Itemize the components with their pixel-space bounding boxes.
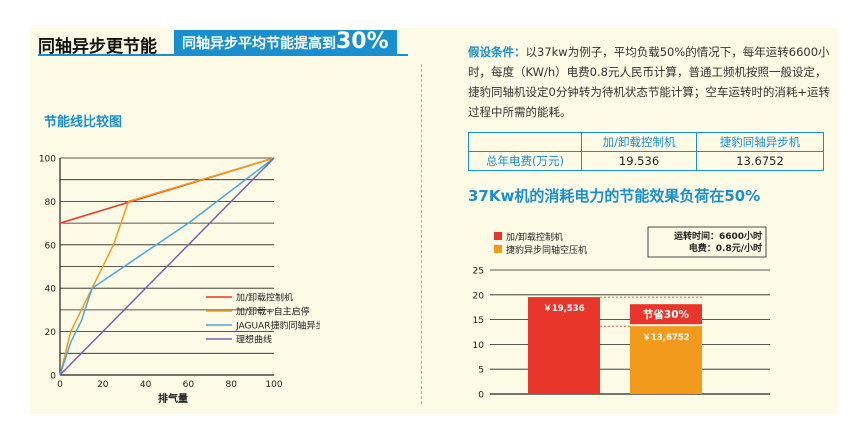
series-line (59, 157, 275, 376)
table-row: 总年电费(万元) 19.536 13.6752 (468, 151, 824, 171)
info-box-line: 电费：0.8元/小时 (689, 242, 762, 254)
legend-label: 加/卸载控制机 (506, 231, 563, 243)
y-tick-label: 0 (478, 391, 484, 401)
y-tick-label: 0 (50, 372, 56, 382)
legend-swatch (494, 232, 502, 240)
bar-chart-ticks: 0 5 10 15 20 25 (473, 267, 485, 401)
title-tag: 同轴异步平均节能提高到30% (174, 30, 397, 54)
y-tick-label: 80 (45, 198, 57, 208)
legend-label: JAGUAR捷豹同轴异步机 (235, 320, 320, 332)
info-box-line: 运转时间：6600小时 (674, 230, 762, 242)
table-header-row: 加/卸载控制机 捷豹同轴异步机 (468, 132, 824, 152)
table-header-cell: 捷豹同轴异步机 (696, 132, 824, 152)
bar-chart-bars: ￥19,536 ￥13,6752 节省30% (528, 296, 702, 394)
info-box-border (647, 226, 767, 258)
savings-badge (630, 304, 702, 325)
y-tick-label: 5 (478, 366, 484, 376)
y-tick-label: 10 (473, 341, 485, 351)
x-tick-label: 60 (183, 380, 195, 390)
x-tick-label: 80 (225, 380, 237, 390)
section-divider (421, 64, 422, 404)
content-panel (30, 28, 838, 414)
y-tick-label: 100 (39, 155, 56, 165)
x-tick-label: 100 (265, 380, 282, 390)
legend-swatch (494, 245, 502, 253)
title-tag-text: 同轴异步平均节能提高到 (182, 36, 336, 52)
line-chart-xlabel: 排气量 (158, 392, 188, 405)
legend-label: 理想曲线 (236, 334, 272, 346)
y-tick-label: 20 (45, 328, 57, 338)
assumptions-label: 假设条件： (468, 45, 526, 59)
y-tick-label: 60 (45, 241, 57, 251)
y-tick-label: 20 (473, 291, 485, 301)
table-row-label: 总年电费(万元) (468, 151, 582, 171)
line-chart-series (59, 157, 275, 376)
page-title: 同轴异步更节能 (38, 37, 157, 57)
table-header-cell: 加/卸载控制机 (580, 132, 698, 152)
legend-label: 加/卸载+自主启停 (236, 306, 310, 318)
table-cell: 13.6752 (696, 151, 824, 171)
x-tick-label: 0 (57, 380, 63, 390)
bar (528, 297, 600, 394)
bar-chart-section-title: 37Kw机的消耗电力的节能效果负荷在50% (468, 187, 761, 205)
line-chart-grid (60, 157, 274, 354)
comparison-table: 加/卸载控制机 捷豹同轴异步机 总年电费(万元) 19.536 13.6752 (468, 132, 824, 171)
table-header-cell (468, 132, 582, 152)
title-underline (38, 54, 408, 56)
line-chart-ticks: 0 20 40 60 80 100 0 20 40 60 80 100 (39, 155, 283, 391)
savings-badge-label: 节省30% (643, 308, 690, 321)
assumptions-body: 以37kw为例子，平均负载50%的情况下，每年运转6600小时，每度（KW/h）… (468, 45, 830, 119)
bar-value-label: ￥13,6752 (642, 333, 689, 343)
title-tag-value: 30% (336, 29, 389, 54)
x-tick-label: 40 (140, 380, 152, 390)
energy-line-chart: 0 20 40 60 80 100 0 20 40 60 80 100 加/卸载控制机加/卸载+自主启… (39, 155, 320, 406)
left-section-title: 节能线比较图 (44, 115, 123, 130)
bar-value-label: ￥19,536 (543, 304, 584, 314)
bar (630, 326, 702, 394)
table-cell: 19.536 (580, 151, 698, 171)
assumptions-text: 假设条件：以37kw为例子，平均负载50%的情况下，每年运转6600小时，每度（… (468, 42, 830, 122)
x-tick-label: 20 (97, 380, 109, 390)
y-tick-label: 25 (473, 267, 484, 277)
y-tick-label: 40 (45, 285, 57, 295)
legend-label: 捷豹异步同轴空压机 (506, 244, 587, 256)
legend-label: 加/卸载控制机 (236, 292, 293, 304)
line-chart-axes (59, 158, 274, 376)
y-tick-label: 15 (473, 316, 484, 326)
series-line (59, 157, 275, 376)
